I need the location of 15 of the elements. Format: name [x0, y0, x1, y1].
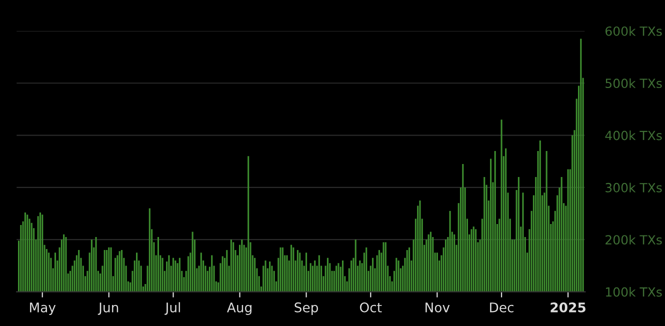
y-tick-label: 300k TXs: [606, 182, 662, 192]
x-tick-label: Aug: [226, 302, 252, 315]
x-tick-label: Jun: [98, 302, 118, 315]
x-tick-label: Jul: [164, 302, 180, 315]
y-tick-label: 100k TXs: [606, 287, 662, 297]
x-tick-label: Dec: [490, 302, 514, 312]
x-tick-label: May: [30, 302, 56, 315]
y-tick-label: 600k TXs: [606, 26, 662, 36]
x-tick-label: 2025: [550, 302, 586, 312]
y-tick-label: 500k TXs: [606, 78, 662, 88]
y-tick-label: 400k TXs: [605, 130, 662, 140]
x-tick-label: Nov: [426, 302, 450, 312]
x-tick-label: Sep: [294, 302, 318, 315]
x-tick-label: Oct: [360, 302, 382, 312]
y-tick-label: 200k TXs: [606, 234, 662, 245]
